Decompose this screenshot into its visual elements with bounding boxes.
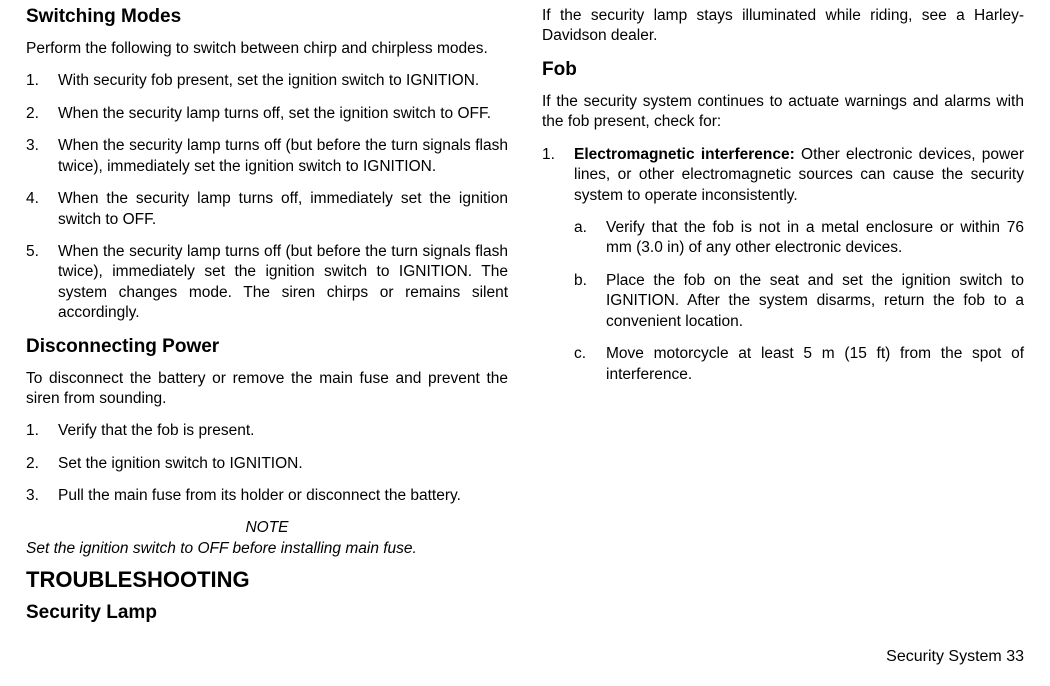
intro-switching-modes: Perform the following to switch between … — [26, 39, 508, 59]
heading-troubleshooting: TROUBLESHOOTING — [26, 567, 508, 593]
disconnect-step: 1. Verify that the fob is present. — [26, 421, 508, 441]
heading-security-lamp: Security Lamp — [26, 602, 508, 625]
heading-disconnecting-power: Disconnecting Power — [26, 336, 508, 359]
note-label: NOTE — [26, 519, 508, 537]
substep-text: Verify that the fob is not in a metal en… — [606, 218, 1024, 259]
heading-fob: Fob — [542, 59, 1024, 82]
security-lamp-body: If the security lamp stays illuminated w… — [542, 6, 1024, 47]
step-number: 1. — [26, 71, 58, 91]
switching-step: 4. When the security lamp turns off, imm… — [26, 189, 508, 230]
fob-step-bold: Electromagnetic interference: — [574, 146, 801, 163]
substep-text: Place the fob on the seat and set the ig… — [606, 271, 1024, 332]
fob-substep: a. Verify that the fob is not in a metal… — [574, 218, 1024, 259]
step-text: Set the ignition switch to IGNITION. — [58, 454, 508, 474]
substep-letter: a. — [574, 218, 606, 259]
page: Switching Modes Perform the following to… — [0, 0, 1050, 686]
fob-substep: b. Place the fob on the seat and set the… — [574, 271, 1024, 332]
step-number: 2. — [26, 454, 58, 474]
fob-step: 1. Electromagnetic interference: Other e… — [542, 145, 1024, 206]
step-text: When the security lamp turns off, set th… — [58, 104, 508, 124]
step-number: 1. — [542, 145, 574, 206]
step-number: 4. — [26, 189, 58, 230]
switching-step: 2. When the security lamp turns off, set… — [26, 104, 508, 124]
page-footer: Security System 33 — [886, 648, 1024, 666]
content-columns: Switching Modes Perform the following to… — [26, 6, 1024, 632]
step-number: 5. — [26, 242, 58, 324]
fob-intro: If the security system continues to actu… — [542, 92, 1024, 133]
heading-switching-modes: Switching Modes — [26, 6, 508, 29]
switching-step: 5. When the security lamp turns off (but… — [26, 242, 508, 324]
switching-step: 1. With security fob present, set the ig… — [26, 71, 508, 91]
step-number: 1. — [26, 421, 58, 441]
step-number: 3. — [26, 136, 58, 177]
intro-disconnecting-power: To disconnect the battery or remove the … — [26, 369, 508, 410]
fob-substep: c. Move motorcycle at least 5 m (15 ft) … — [574, 344, 1024, 385]
step-number: 2. — [26, 104, 58, 124]
note-body: Set the ignition switch to OFF before in… — [26, 539, 508, 559]
disconnect-step: 3. Pull the main fuse from its holder or… — [26, 486, 508, 506]
substep-letter: b. — [574, 271, 606, 332]
step-text: When the security lamp turns off (but be… — [58, 136, 508, 177]
step-text: Pull the main fuse from its holder or di… — [58, 486, 508, 506]
step-text: When the security lamp turns off (but be… — [58, 242, 508, 324]
step-text: Electromagnetic interference: Other elec… — [574, 145, 1024, 206]
substep-letter: c. — [574, 344, 606, 385]
disconnect-step: 2. Set the ignition switch to IGNITION. — [26, 454, 508, 474]
step-number: 3. — [26, 486, 58, 506]
step-text: Verify that the fob is present. — [58, 421, 508, 441]
switching-step: 3. When the security lamp turns off (but… — [26, 136, 508, 177]
substep-text: Move motorcycle at least 5 m (15 ft) fro… — [606, 344, 1024, 385]
step-text: When the security lamp turns off, immedi… — [58, 189, 508, 230]
step-text: With security fob present, set the ignit… — [58, 71, 508, 91]
